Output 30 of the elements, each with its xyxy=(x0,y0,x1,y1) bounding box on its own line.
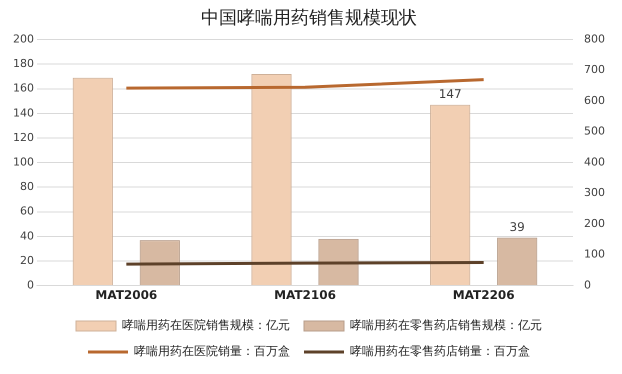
legend-label: 哮喘用药在零售药店销售规模：亿元 xyxy=(350,318,542,332)
y-tick-label: 20 xyxy=(20,254,34,267)
y2-tick-label: 700 xyxy=(584,63,606,76)
y-tick-label: 40 xyxy=(20,229,34,242)
y-tick-label: 100 xyxy=(12,155,34,168)
legend-label: 哮喘用药在医院销量：百万盒 xyxy=(134,344,290,358)
y2-tick-label: 200 xyxy=(584,216,606,230)
y2-tick-label: 300 xyxy=(584,186,606,200)
y2-tick-label: 400 xyxy=(584,155,606,168)
y-tick-label: 120 xyxy=(12,130,34,144)
x-tick-label: MAT2206 xyxy=(452,288,515,302)
x-tick-label: MAT2006 xyxy=(95,288,158,302)
legend-label: 哮喘用药在零售药店销量：百万盒 xyxy=(350,344,530,358)
y-tick-label: 140 xyxy=(12,106,34,120)
y-tick-label: 60 xyxy=(20,204,34,218)
x-tick-label: MAT2106 xyxy=(274,288,336,302)
y2-tick-label: 100 xyxy=(584,248,606,261)
y2-tick-label: 0 xyxy=(584,278,592,292)
y-tick-label: 80 xyxy=(20,180,34,194)
y-tick-label: 160 xyxy=(12,82,34,95)
y2-tick-label: 500 xyxy=(584,124,606,138)
y-tick-label: 200 xyxy=(12,32,34,46)
y-tick-label: 0 xyxy=(26,278,34,292)
y2-tick-label: 600 xyxy=(584,94,606,107)
legend-label: 哮喘用药在医院销售规模：亿元 xyxy=(122,318,290,332)
chart-title: 中国哮喘用药销售规模现状 xyxy=(201,7,417,28)
data-label: 147 xyxy=(438,86,462,101)
y-tick-label: 180 xyxy=(12,57,34,70)
y2-tick-label: 800 xyxy=(584,32,606,46)
data-label: 39 xyxy=(510,220,525,234)
